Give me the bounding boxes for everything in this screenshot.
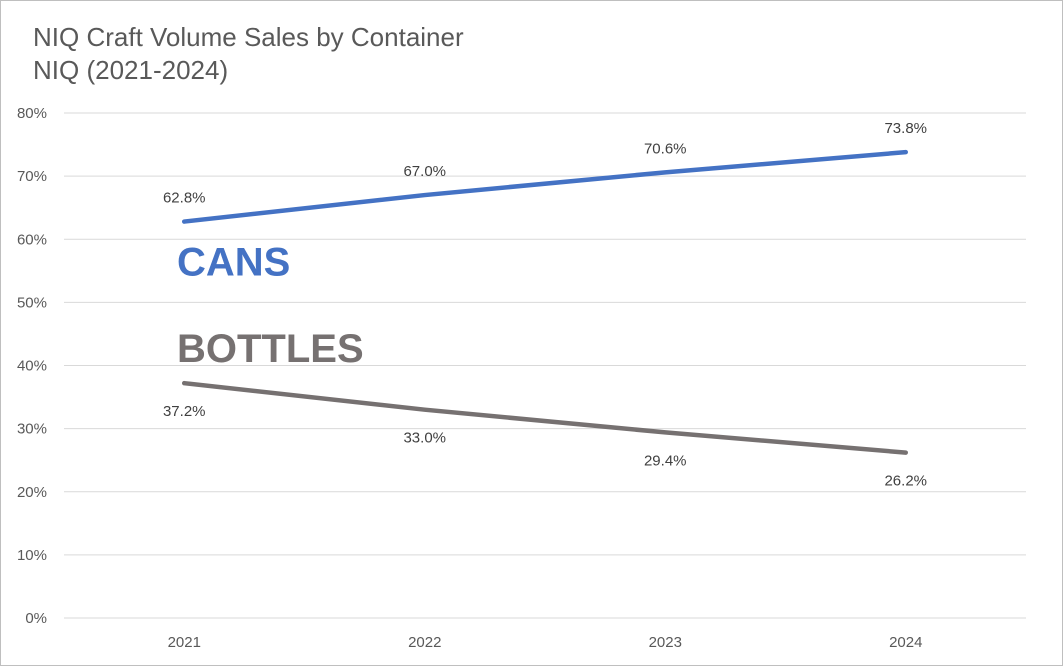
data-label: 37.2% (163, 403, 206, 420)
data-label: 70.6% (644, 140, 687, 157)
data-label: 29.4% (644, 452, 687, 469)
series-lines (182, 149, 908, 455)
y-tick-label: 60% (17, 231, 47, 248)
data-label: 67.0% (403, 163, 446, 180)
gridlines (64, 112, 1026, 619)
x-tick-label: 2021 (168, 634, 201, 651)
chart-title: NIQ Craft Volume Sales by Container (33, 22, 464, 52)
y-tick-label: 10% (17, 547, 47, 564)
x-tick-label: 2024 (889, 634, 922, 651)
data-label: 62.8% (163, 190, 206, 207)
series-label-bottles: BOTTLES (177, 327, 364, 371)
y-tick-label: 50% (17, 294, 47, 311)
data-label: 26.2% (884, 473, 927, 490)
axis-labels: 0% 10% 20% 30% 40% 50% 60% 70% 80% 2021 2022 2023 20… (17, 105, 922, 651)
chart-subtitle: NIQ (2021-2024) (33, 55, 229, 85)
x-tick-label: 2022 (408, 634, 441, 651)
data-labels: 62.8% 67.0% 70.6% 73.8% CANS 37.2% 33.0% 29.4% 2… (163, 120, 927, 489)
y-tick-label: 40% (17, 358, 47, 375)
series-line-cans (182, 149, 908, 224)
y-tick-label: 80% (17, 105, 47, 122)
series-line-bottles (182, 380, 908, 455)
y-tick-label: 0% (25, 610, 47, 627)
chart-title-block: NIQ Craft Volume Sales by Container NIQ … (33, 21, 464, 87)
y-tick-label: 30% (17, 421, 47, 438)
data-label: 33.0% (403, 430, 446, 447)
x-tick-label: 2023 (649, 634, 682, 651)
y-tick-label: 20% (17, 484, 47, 501)
data-label: 73.8% (884, 120, 927, 137)
y-tick-label: 70% (17, 168, 47, 185)
series-label-cans: CANS (177, 241, 290, 285)
